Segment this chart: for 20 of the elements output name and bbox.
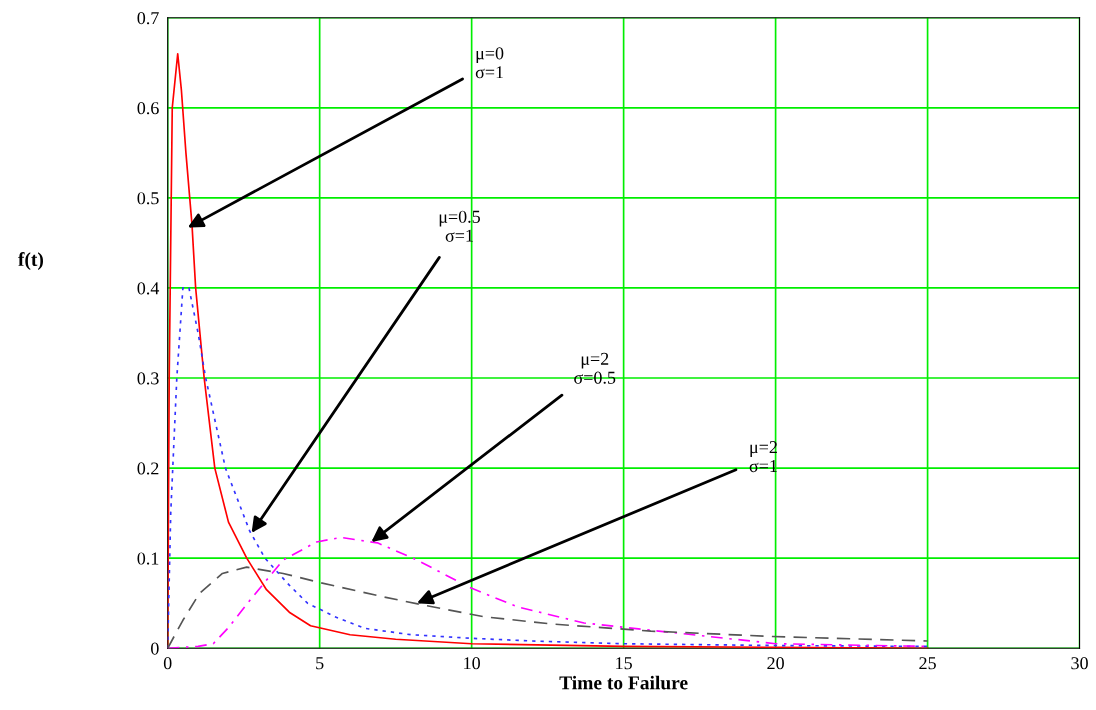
x-tick-label: 30: [1071, 657, 1088, 670]
y-tick-label: 0.2: [137, 462, 159, 475]
y-tick-label: 0.4: [137, 282, 160, 295]
y-tick-label: 0.3: [137, 372, 159, 385]
x-tick-label: 10: [464, 657, 480, 670]
x-tick-label: 15: [616, 657, 632, 670]
y-axis-title: f(t): [18, 252, 43, 270]
y-tick-label: 0.7: [137, 12, 159, 25]
y-tick-label: 0: [151, 642, 159, 655]
line-series: [167, 566, 929, 649]
line-series: [167, 287, 929, 649]
x-axis-title: Time to Failure: [559, 675, 688, 690]
x-tick-label: 25: [919, 657, 936, 670]
x-tick-label: 0: [163, 657, 172, 670]
annotation: μ=0 σ=1: [475, 47, 504, 79]
x-tick-label: 5: [316, 657, 324, 670]
y-tick-label: 0.5: [137, 192, 159, 205]
y-tick-label: 0.6: [137, 102, 159, 115]
x-tick-label: 20: [767, 657, 784, 670]
y-tick-label: 0.1: [137, 552, 159, 565]
